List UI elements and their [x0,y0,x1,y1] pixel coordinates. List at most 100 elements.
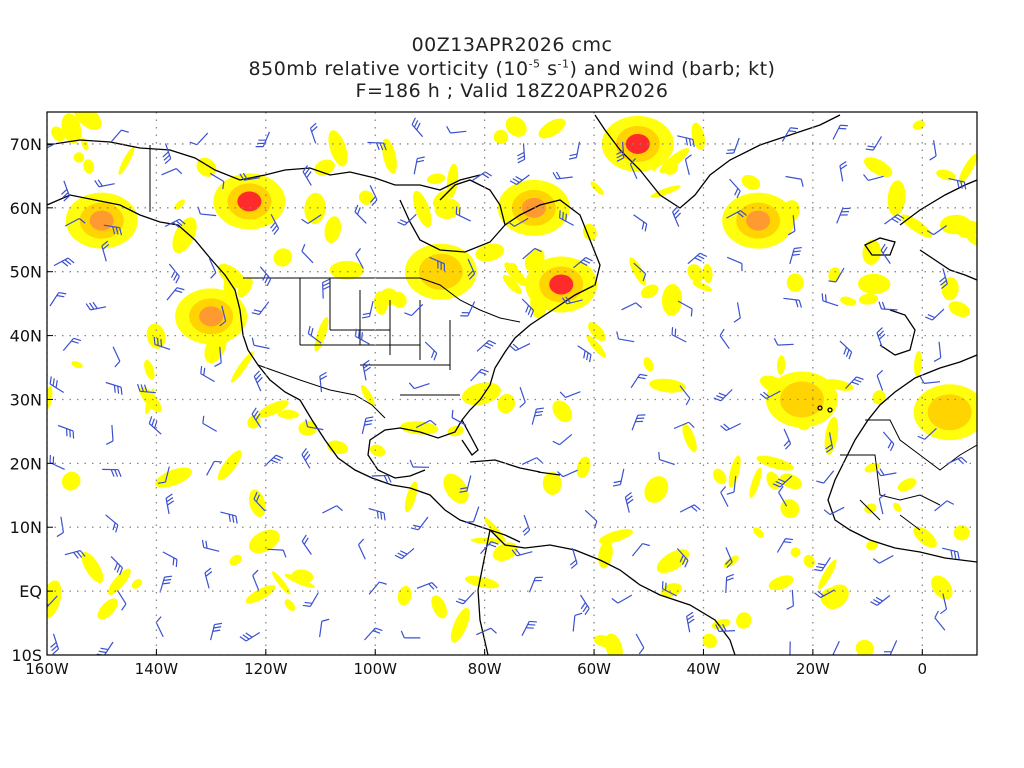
wind-barb [824,640,840,655]
wind-barbs [47,117,968,655]
wind-barb [357,538,366,560]
vorticity-patch [248,529,280,554]
wind-barb [157,466,170,484]
wind-barb [209,172,225,190]
vorticity-patch [118,146,135,175]
lat-label: 60N [10,199,42,218]
vorticity-patch [174,199,185,210]
vorticity-patch [941,277,959,301]
wind-barb [153,336,171,350]
wind-barb [455,591,475,605]
lon-label: 100W [354,660,398,678]
vorticity-patch [245,585,276,604]
vorticity-patch [443,473,469,504]
vorticity-patch [538,118,566,139]
wind-barb [164,218,186,228]
wind-barb [201,539,220,552]
vorticity-patch [324,216,342,244]
vorticity-patch [780,499,800,519]
vorticity-patch [552,400,573,423]
chart-title: 00Z13APR2026 cmc [411,34,613,56]
vorticity-patch [692,281,713,292]
wind-barb [253,370,263,392]
wind-barb [679,385,691,406]
wind-barb [47,142,56,152]
wind-barb [814,557,831,572]
wind-barb [872,554,894,564]
vorticity-patch [691,122,706,151]
wind-barb [408,382,430,390]
vorticity-patch [593,635,614,647]
wind-barb [870,595,891,606]
lat-label: EQ [19,582,42,601]
wind-barb [267,548,287,558]
vorticity-feature-peak [746,210,771,231]
vorticity-feature-peak [789,389,814,410]
vorticity-patch [492,542,518,562]
wind-barb [467,258,476,280]
wind-barb [573,256,593,269]
wind-barb [416,582,438,590]
wind-barb [719,328,730,350]
vorticity-patch [493,129,509,145]
vorticity-patch [948,301,971,318]
wind-barb [778,485,788,507]
wind-barb [569,548,578,569]
latitude-labels: 70N 60N 50N 40N 30N 20N 10N EQ 10S [10,135,53,665]
wind-barb [679,504,701,513]
vorticity-patch [897,478,917,492]
wind-barb [616,141,625,162]
wind-barb [521,620,537,636]
wind-barb [687,252,708,265]
wind-barb [828,267,845,283]
wind-barb [942,547,960,560]
vorticity-patch [360,384,375,406]
vorticity-patch [900,214,933,238]
wind-barb [64,549,86,559]
wind-barb [939,268,948,290]
wind-barb [319,371,328,393]
vorticity-patch [713,468,727,485]
vorticity-patch [803,554,815,568]
wind-barb [322,505,343,514]
wind-barb [404,303,424,317]
lat-label: 50N [10,263,42,282]
wind-barb [470,368,489,382]
vorticity-patch [872,390,886,405]
wind-barb [816,470,835,484]
wind-barb [789,641,791,655]
lon-label: 140W [135,660,179,678]
wind-barb [934,500,955,512]
wind-barb [105,424,114,445]
wind-barb [465,506,480,523]
vorticity-patch [582,223,597,241]
vorticity-patch [328,130,348,167]
wind-barb [786,589,795,610]
wind-barb [631,414,646,431]
wind-barb [411,117,424,138]
wind-barb [612,468,625,487]
wind-barb [929,140,937,161]
wind-barb [676,548,689,568]
vorticity-patch [426,173,446,185]
wind-barb [919,376,941,384]
vorticity-patch [81,551,104,583]
wind-barb [319,618,330,638]
wind-barb [239,631,261,642]
wind-barb [787,215,796,236]
vorticity-patch [497,393,516,414]
wind-barb [783,297,802,308]
wind-barb [772,475,793,488]
wind-barb [577,345,592,363]
wind-barb [509,343,531,352]
wind-barb [253,491,266,512]
vorticity-patch [863,157,893,177]
vorticity-patch [590,181,604,195]
wind-barb [162,551,178,568]
lon-label: 60W [577,660,611,678]
wind-barb [451,409,467,426]
wind-barb [476,340,497,352]
wind-barb [633,214,648,232]
vorticity-patch [661,283,683,316]
wind-barb [397,213,417,226]
